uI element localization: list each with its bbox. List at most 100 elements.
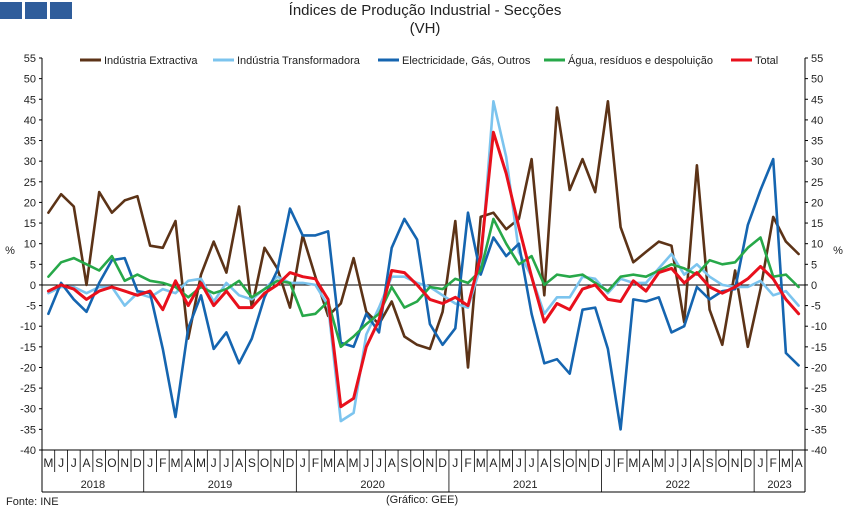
x-tick-label: J: [757, 456, 763, 470]
series-line: [47, 157, 800, 431]
y-tick-label-left: 40: [24, 115, 36, 127]
x-tick-label: J: [211, 456, 217, 470]
y-tick-label-right: -25: [811, 383, 827, 395]
legend-label: Indústria Extractiva: [104, 55, 198, 67]
y-tick-label-right: -10: [811, 321, 827, 333]
source-note: Fonte: INE: [6, 496, 59, 508]
x-tick-label: J: [605, 456, 611, 470]
x-tick-label: M: [781, 456, 791, 470]
x-tick-label: M: [323, 456, 333, 470]
y-tick-label-left: 5: [30, 259, 36, 271]
x-tick-label: J: [681, 456, 687, 470]
x-tick-label: D: [438, 456, 447, 470]
y-tick-label-right: -5: [811, 301, 821, 313]
y-tick-label-right: -20: [811, 362, 827, 374]
x-tick-label: J: [529, 456, 535, 470]
legend-label: Total: [755, 55, 778, 67]
year-label: 2020: [360, 479, 384, 491]
credit-note: (Gráfico: GEE): [386, 494, 459, 506]
x-tick-label: J: [71, 456, 77, 470]
x-tick-label: A: [83, 456, 91, 470]
y-tick-label-left: -30: [20, 404, 36, 416]
y-tick-label-right: -15: [811, 342, 827, 354]
y-tick-label-right: 45: [811, 94, 823, 106]
y-tick-label-left: 10: [24, 239, 36, 251]
x-tick-label: M: [43, 456, 53, 470]
y-tick-label-left: 35: [24, 136, 36, 148]
x-tick-label: J: [223, 456, 229, 470]
year-label: 2023: [767, 479, 791, 491]
x-tick-label: N: [731, 456, 740, 470]
logo: [0, 2, 72, 19]
y-tick-label-right: -35: [811, 424, 827, 436]
x-tick-label: A: [235, 456, 243, 470]
x-tick-label: S: [95, 456, 103, 470]
x-tick-label: S: [248, 456, 256, 470]
x-tick-label: F: [159, 456, 166, 470]
y-tick-label-left: -15: [20, 342, 36, 354]
x-tick-label: D: [286, 456, 295, 470]
x-tick-label: A: [489, 456, 497, 470]
y-tick-label-right: 25: [811, 177, 823, 189]
x-tick-label: N: [120, 456, 129, 470]
y-tick-label-left: 20: [24, 197, 36, 209]
x-tick-label: M: [654, 456, 664, 470]
x-tick-label: M: [196, 456, 206, 470]
x-tick-label: N: [578, 456, 587, 470]
legend-label: Electricidade, Gás, Outros: [402, 55, 531, 67]
x-tick-label: M: [501, 456, 511, 470]
series-line: [46, 130, 801, 409]
series-line: [47, 100, 800, 423]
x-tick-label: O: [260, 456, 269, 470]
x-tick-label: S: [706, 456, 714, 470]
y-tick-label-right: 10: [811, 239, 823, 251]
legend-label: Indústria Transformadora: [237, 55, 361, 67]
y-tick-label-right: 55: [811, 53, 823, 65]
x-tick-label: J: [452, 456, 458, 470]
year-label: 2021: [513, 479, 537, 491]
x-tick-label: J: [376, 456, 382, 470]
x-tick-label: N: [273, 456, 282, 470]
x-tick-label: J: [147, 456, 153, 470]
y-tick-label-left: -20: [20, 362, 36, 374]
y-tick-label-right: 0: [811, 280, 817, 292]
y-tick-label-right: 35: [811, 136, 823, 148]
x-tick-label: A: [693, 456, 701, 470]
y-axis-label-right: %: [833, 245, 843, 257]
x-tick-label: S: [400, 456, 408, 470]
logo-block: [0, 2, 22, 19]
x-tick-label: D: [591, 456, 600, 470]
x-tick-label: D: [133, 456, 142, 470]
x-tick-label: A: [337, 456, 345, 470]
x-tick-label: J: [300, 456, 306, 470]
x-tick-label: M: [476, 456, 486, 470]
y-tick-label-left: 0: [30, 280, 36, 292]
y-tick-label-right: 5: [811, 259, 817, 271]
x-tick-label: M: [349, 456, 359, 470]
x-tick-label: S: [553, 456, 561, 470]
x-tick-label: N: [426, 456, 435, 470]
y-tick-label-left: -25: [20, 383, 36, 395]
y-tick-label-left: 30: [24, 156, 36, 168]
x-tick-label: A: [184, 456, 192, 470]
y-tick-label-right: 40: [811, 115, 823, 127]
x-tick-label: F: [617, 456, 624, 470]
y-tick-label-left: 50: [24, 74, 36, 86]
x-tick-label: A: [642, 456, 650, 470]
logo-block: [25, 2, 47, 19]
year-label: 2022: [666, 479, 690, 491]
x-tick-label: O: [107, 456, 116, 470]
y-tick-label-left: 25: [24, 177, 36, 189]
legend-label: Água, resíduos e despoluição: [568, 54, 713, 67]
x-tick-label: D: [743, 456, 752, 470]
y-tick-label-left: -35: [20, 424, 36, 436]
y-tick-label-right: 50: [811, 74, 823, 86]
year-label: 2018: [81, 479, 105, 491]
x-tick-label: F: [464, 456, 471, 470]
chart-series: [46, 100, 801, 431]
logo-block: [50, 2, 72, 19]
x-tick-label: A: [540, 456, 548, 470]
chart-legend: Indústria Extractiva Indústria Transforma…: [80, 54, 778, 67]
y-tick-label-right: -30: [811, 404, 827, 416]
